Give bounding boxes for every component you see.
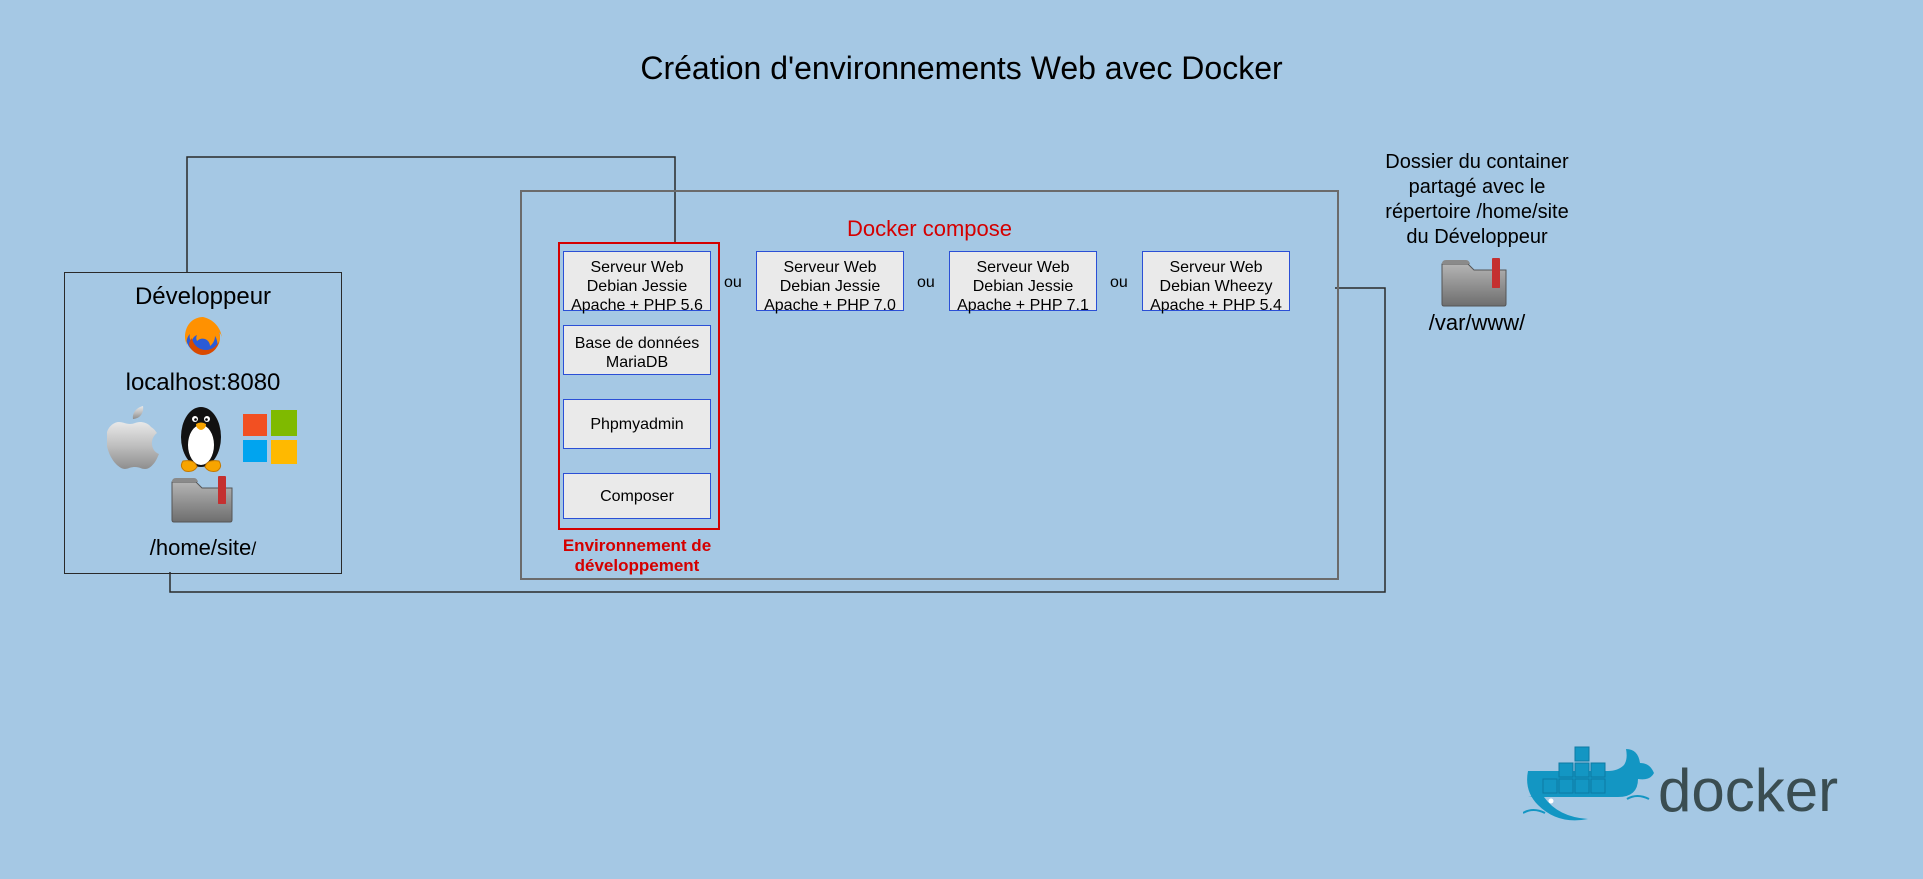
- dev-environment-label: Environnement de développement: [558, 536, 716, 576]
- service-web-php54: Serveur Web Debian Wheezy Apache + PHP 5…: [1142, 251, 1290, 311]
- svc-line: Serveur Web: [1169, 259, 1262, 276]
- container-share-text: Dossier du container partagé avec le rép…: [1378, 150, 1576, 250]
- windows-icon: [241, 408, 299, 466]
- svc-line: Phpmyadmin: [590, 416, 683, 433]
- diagram-title: Création d'environnements Web avec Docke…: [0, 50, 1923, 87]
- svc-line: Apache + PHP 7.1: [957, 297, 1089, 314]
- svc-line: Serveur Web: [590, 259, 683, 276]
- varwww-label: /var/www/: [1378, 310, 1576, 336]
- svc-line: Apache + PHP 5.6: [571, 297, 703, 314]
- svc-line: Base de données: [575, 335, 700, 352]
- svc-line: Serveur Web: [783, 259, 876, 276]
- svc-line: Debian Jessie: [587, 278, 688, 295]
- svc-line: Serveur Web: [976, 259, 1069, 276]
- svc-line: Apache + PHP 7.0: [764, 297, 896, 314]
- share-line: du Développeur: [1406, 226, 1547, 248]
- service-composer: Composer: [563, 473, 711, 519]
- localhost-label: localhost:8080: [65, 369, 341, 397]
- svc-line: Composer: [600, 488, 674, 505]
- home-path-trail: /: [251, 539, 256, 559]
- svc-line: Debian Jessie: [780, 278, 881, 295]
- firefox-icon: [179, 313, 227, 361]
- home-path-main: /home/site: [150, 535, 252, 560]
- separator-ou-1: ou: [724, 274, 742, 292]
- home-path-label: /home/site/: [65, 535, 341, 561]
- developer-box: Développeur localhost:8080: [64, 272, 342, 574]
- docker-logo: docker: [1523, 719, 1883, 849]
- share-line: partagé avec le: [1409, 176, 1546, 198]
- service-web-php71: Serveur Web Debian Jessie Apache + PHP 7…: [949, 251, 1097, 311]
- separator-ou-2: ou: [917, 274, 935, 292]
- service-web-php70: Serveur Web Debian Jessie Apache + PHP 7…: [756, 251, 904, 311]
- home-folder-icon: [170, 472, 236, 529]
- service-phpmyadmin: Phpmyadmin: [563, 399, 711, 449]
- container-folder-icon: [1440, 254, 1510, 313]
- service-web-php56: Serveur Web Debian Jessie Apache + PHP 5…: [563, 251, 711, 311]
- docker-compose-label: Docker compose: [522, 216, 1337, 242]
- svc-line: MariaDB: [606, 354, 668, 371]
- dev-environment-label-text: Environnement de développement: [563, 536, 711, 575]
- share-line: répertoire /home/site: [1385, 201, 1568, 223]
- apple-icon: [107, 405, 161, 469]
- svc-line: Debian Jessie: [973, 278, 1074, 295]
- share-line: Dossier du container: [1385, 151, 1568, 173]
- linux-tux-icon: [171, 401, 231, 473]
- svc-line: Apache + PHP 5.4: [1150, 297, 1282, 314]
- developer-heading: Développeur: [65, 283, 341, 311]
- separator-ou-3: ou: [1110, 274, 1128, 292]
- svc-line: Debian Wheezy: [1160, 278, 1273, 295]
- os-icons-row: [65, 401, 341, 473]
- diagram-stage: Création d'environnements Web avec Docke…: [0, 0, 1923, 879]
- docker-wordmark: docker: [1658, 757, 1838, 824]
- service-mariadb: Base de données MariaDB: [563, 325, 711, 375]
